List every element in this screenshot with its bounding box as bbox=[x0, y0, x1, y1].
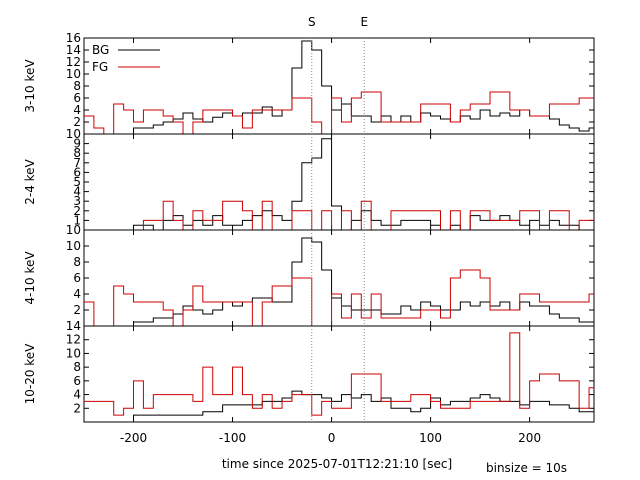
panel-frame bbox=[83, 325, 595, 423]
y-tick-label: 6 bbox=[73, 91, 81, 105]
y-tick-label: 8 bbox=[73, 146, 81, 160]
panel-frame bbox=[83, 229, 595, 327]
y-tick-label: 8 bbox=[73, 255, 81, 269]
y-tick-label: 9 bbox=[73, 137, 81, 151]
y-tick-label: 1 bbox=[73, 213, 81, 227]
y-tick-label: 14 bbox=[66, 43, 81, 57]
y-tick-label: 5 bbox=[73, 175, 81, 189]
y-tick-label: 4 bbox=[73, 185, 81, 199]
legend: BG FG bbox=[92, 43, 160, 74]
y-tick-label: 7 bbox=[73, 156, 81, 170]
y-axis-label: 2-4 keV bbox=[23, 158, 37, 204]
y-tick-label: 4 bbox=[73, 287, 81, 301]
y-tick-label: 4 bbox=[73, 388, 81, 402]
y-bottom-label: 10 bbox=[66, 223, 81, 237]
series-bg-line bbox=[84, 237, 594, 326]
y-tick-label: 16 bbox=[66, 31, 81, 45]
legend-label-fg: FG bbox=[92, 60, 108, 74]
series-bg-line bbox=[84, 390, 594, 422]
binsize-note: binsize = 10s bbox=[486, 461, 567, 475]
x-tick-label: -100 bbox=[219, 431, 246, 445]
y-tick-label: 10 bbox=[66, 239, 81, 253]
y-tick-label: 2 bbox=[73, 303, 81, 317]
panel-frame bbox=[83, 37, 595, 135]
series-fg-line bbox=[84, 200, 594, 230]
x-axis: -200 -100 0 100 200 bbox=[120, 431, 541, 445]
x-tick-label: 0 bbox=[328, 431, 336, 445]
y-axis-label: 3-10 keV bbox=[23, 59, 37, 113]
y-tick-label: 3 bbox=[73, 194, 81, 208]
y-tick-label: 6 bbox=[73, 165, 81, 179]
panel-frame bbox=[83, 133, 595, 231]
x-tick-label: -200 bbox=[120, 431, 147, 445]
x-axis-label: time since 2025-07-01T12:21:10 [sec] bbox=[222, 457, 452, 471]
y-axis-label: 10-20 keV bbox=[23, 343, 37, 405]
y-bottom-label: 14 bbox=[66, 319, 81, 333]
y-tick-label: 8 bbox=[73, 360, 81, 374]
y-axis-label: 4-10 keV bbox=[23, 251, 37, 305]
y-tick-label: 8 bbox=[73, 79, 81, 93]
y-tick-label: 12 bbox=[66, 55, 81, 69]
series-fg-line bbox=[84, 269, 594, 326]
y-tick-label: 6 bbox=[73, 374, 81, 388]
y-bottom-label: 10 bbox=[66, 127, 81, 141]
y-tick-label: 2 bbox=[73, 115, 81, 129]
series-fg-line bbox=[84, 332, 594, 416]
y-tick-label: 2 bbox=[73, 204, 81, 218]
x-tick-label: 100 bbox=[419, 431, 442, 445]
x-tick-label: 200 bbox=[518, 431, 541, 445]
series-fg-line bbox=[84, 91, 594, 134]
y-tick-label: 6 bbox=[73, 271, 81, 285]
marker-label-e: E bbox=[360, 15, 368, 29]
series-bg-line bbox=[84, 138, 594, 230]
y-tick-label: 10 bbox=[66, 346, 81, 360]
panel-3: 2 4 6 8 10 14 4-10 keV bbox=[23, 229, 595, 333]
series-bg-line bbox=[84, 40, 594, 134]
y-tick-label: 4 bbox=[73, 103, 81, 117]
legend-label-bg: BG bbox=[92, 43, 109, 57]
y-tick-label: 2 bbox=[73, 401, 81, 415]
marker-label-s: S bbox=[308, 15, 316, 29]
y-tick-label: 12 bbox=[66, 333, 81, 347]
y-tick-label: 10 bbox=[66, 67, 81, 81]
